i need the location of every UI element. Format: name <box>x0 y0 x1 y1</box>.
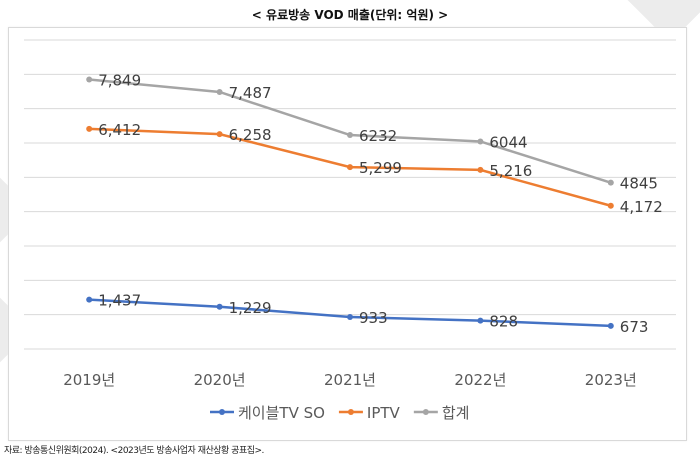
data-label: 6232 <box>359 127 397 145</box>
data-label: 5,299 <box>359 159 402 177</box>
data-point <box>477 317 484 324</box>
data-label: 828 <box>489 313 518 331</box>
data-point <box>477 166 484 173</box>
x-tick-label: 2021년 <box>324 371 376 389</box>
data-label: 933 <box>359 309 388 327</box>
x-tick-label: 2023년 <box>585 371 637 389</box>
data-label: 7,487 <box>229 84 272 102</box>
x-tick-label: 2019년 <box>63 371 115 389</box>
data-point <box>347 164 353 171</box>
data-point <box>347 132 353 139</box>
data-point <box>607 322 614 329</box>
data-label: 7,849 <box>98 72 141 90</box>
source-note: 자료: 방송통신위원회(2024). <2023년도 방송사업자 재산상황 공표… <box>4 446 264 456</box>
data-label: 5,216 <box>489 162 532 180</box>
data-label: 4845 <box>620 175 658 193</box>
data-point <box>86 296 93 303</box>
data-point <box>607 179 614 186</box>
legend-entry: 케이블TV SO <box>238 404 325 422</box>
legend-marker <box>219 409 225 415</box>
legend-marker <box>347 409 354 415</box>
data-label: 673 <box>620 318 649 336</box>
data-point <box>347 313 353 320</box>
series-line-0 <box>89 298 611 328</box>
data-label: 6,412 <box>98 121 141 139</box>
data-label: 1,229 <box>229 299 272 317</box>
data-point <box>216 303 223 310</box>
data-point <box>477 138 484 145</box>
x-tick-label: 2020년 <box>194 371 246 389</box>
data-point <box>86 76 93 83</box>
data-point <box>216 131 223 138</box>
legend-entry: IPTV <box>367 404 401 422</box>
data-point <box>86 125 93 132</box>
x-tick-label: 2022년 <box>454 371 506 389</box>
legend-entry: 합계 <box>442 404 470 422</box>
data-label: 6044 <box>489 133 527 151</box>
chart-frame <box>8 27 687 441</box>
data-label: 6,258 <box>229 126 272 144</box>
data-point <box>216 88 223 95</box>
data-label: 4,172 <box>620 198 663 216</box>
chart-title: < 유료방송 VOD 매출(단위: 억원) > <box>251 8 449 22</box>
data-point <box>607 202 614 209</box>
data-label: 1,437 <box>98 292 141 310</box>
legend-marker <box>422 409 429 415</box>
